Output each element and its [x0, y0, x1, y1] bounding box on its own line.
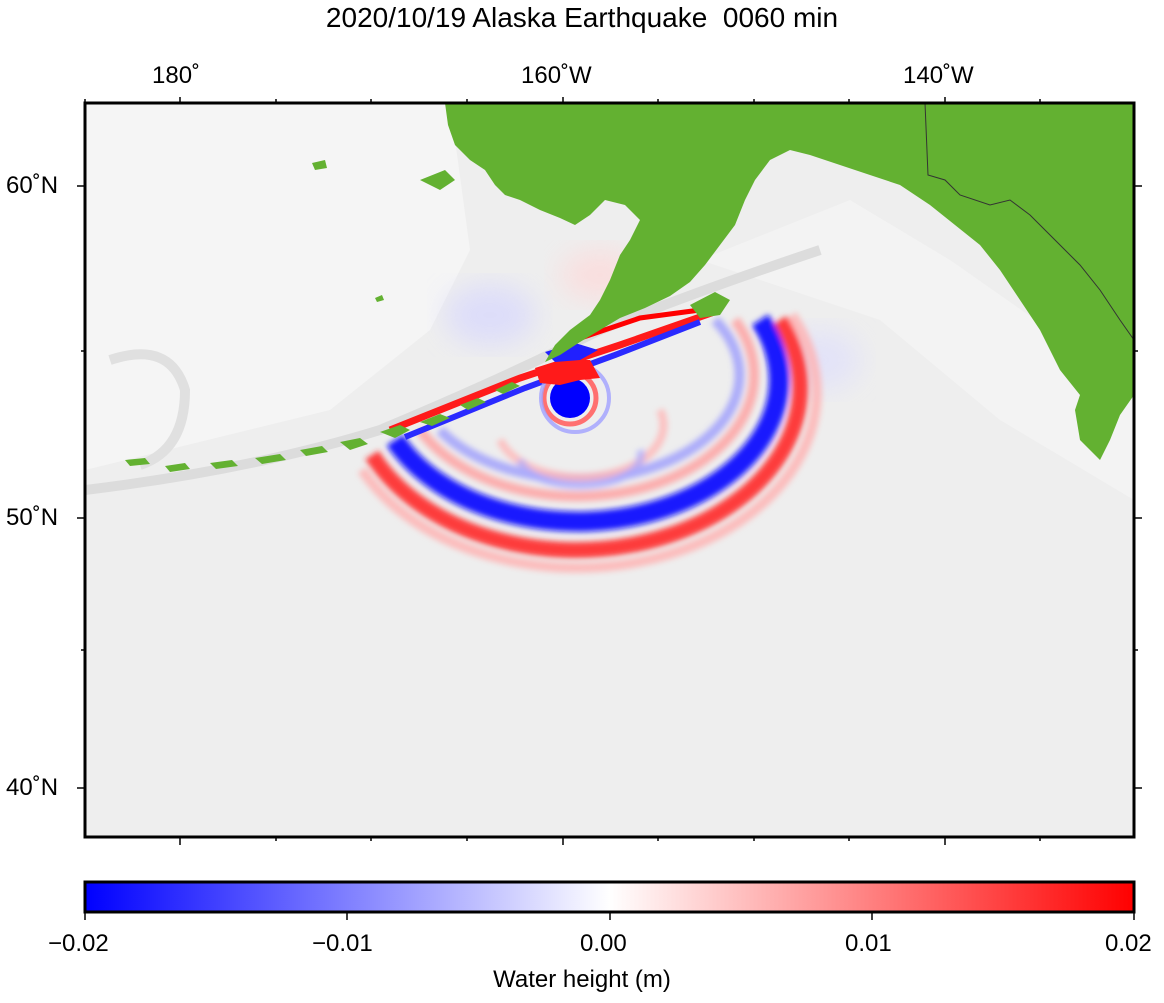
left-ticks: [77, 185, 85, 789]
right-ticks: [1134, 185, 1142, 789]
diffuse-signal-blue: [445, 285, 535, 345]
wave-front-inner-light-red: [415, 317, 760, 502]
bottom-ticks: [179, 837, 1041, 845]
lon-label-160w: 160˚W: [521, 62, 592, 89]
map-frame: [83, 101, 1136, 839]
wave-inner-loop-blue: [516, 448, 645, 490]
colorbar-tick-label: 0.02: [1105, 930, 1152, 957]
lat-label-50n: 50˚N: [6, 504, 59, 531]
gulf-shelf: [700, 200, 1134, 500]
wave-front-inner-light-blue: [436, 316, 745, 485]
source-blue-center: [550, 378, 590, 418]
colorbar-tick-label: 0.01: [845, 930, 892, 957]
lat-label-60n: 60˚N: [6, 172, 59, 199]
colorbar-label: Water height (m): [493, 966, 671, 993]
source-blue-patch: [545, 343, 598, 362]
lon-label-140w: 140˚W: [903, 62, 974, 89]
colorbar-ticks: [84, 912, 1135, 920]
lat-label-40n: 40˚N: [6, 774, 59, 801]
colorbar-tick-label: −0.01: [312, 930, 373, 957]
source-red-patch: [535, 360, 600, 385]
aleutian-trench: [85, 245, 822, 495]
lon-label-180: 180˚: [152, 62, 201, 89]
map-title: 2020/10/19 Alaska Earthquake 0060 min: [325, 2, 839, 33]
land-kodiak: [690, 292, 730, 318]
border-line: [924, 103, 1134, 341]
colorbar: [83, 880, 1136, 914]
wave-front-blue: [386, 314, 789, 532]
wave-front-outer-red-leading: [357, 312, 822, 573]
land-aleutian-islands: [125, 382, 520, 472]
top-ticks: [84, 97, 1041, 103]
bowers-ridge: [108, 349, 191, 470]
land-alaska: [445, 103, 1134, 460]
colorbar-tick-label: 0.00: [580, 930, 627, 957]
land-bering-islands: [312, 160, 455, 302]
wave-front-outer-red: [365, 315, 809, 559]
colorbar-tick-label: −0.02: [48, 930, 109, 957]
